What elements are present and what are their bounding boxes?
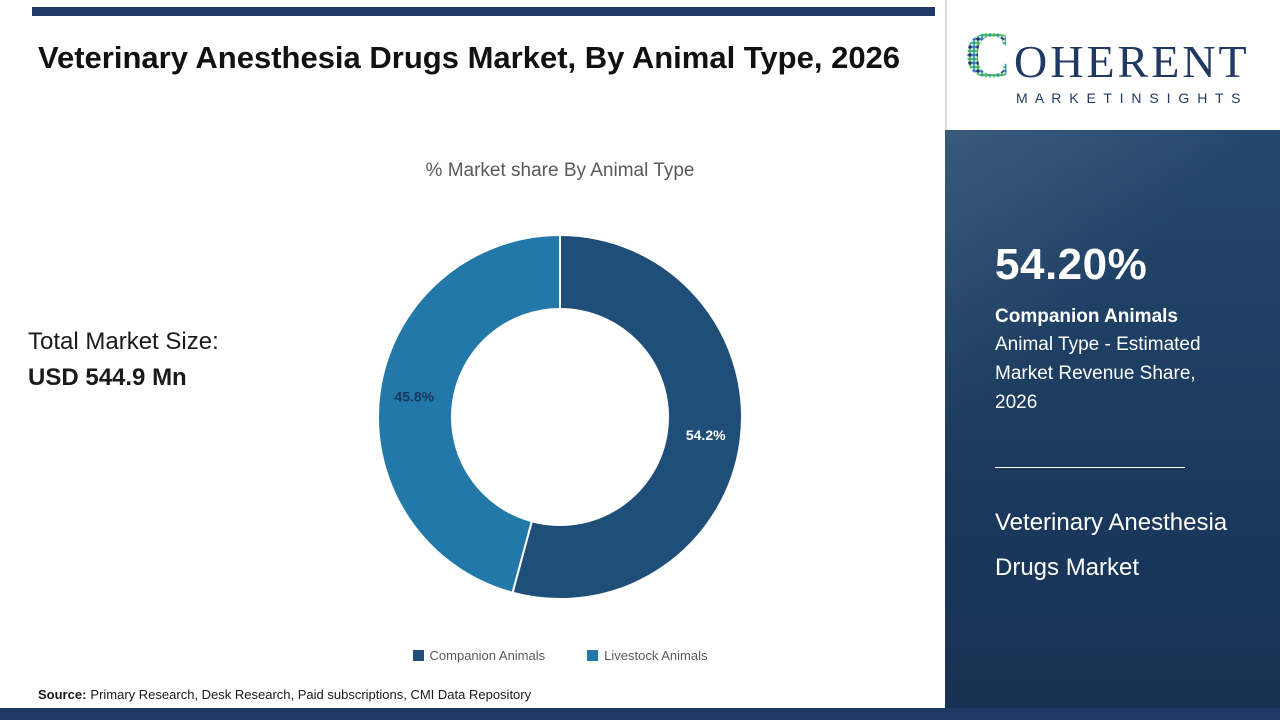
total-market-size-block: Total Market Size: USD 544.9 Mn bbox=[28, 328, 219, 392]
source-note: Source: Primary Research, Desk Research, … bbox=[38, 687, 531, 702]
brand-logo-area: C OHERENT M A R K E T I N S I G H T S bbox=[945, 0, 1280, 130]
donut-slice-0 bbox=[511, 233, 743, 600]
legend-swatch-icon bbox=[587, 650, 599, 661]
source-text: Primary Research, Desk Research, Paid su… bbox=[90, 687, 532, 702]
highlight-sidebar: 54.20% Companion Animals Animal Type - E… bbox=[945, 130, 1280, 720]
donut-slice-1 bbox=[377, 233, 561, 594]
bottom-accent-bar bbox=[0, 708, 1280, 720]
donut-chart-svg: 54.2% 45.8% bbox=[377, 233, 743, 600]
source-label: Source: bbox=[38, 687, 87, 702]
logo-wordmark: OHERENT bbox=[1014, 36, 1250, 87]
coherent-logo: C OHERENT M A R K E T I N S I G H T S bbox=[964, 19, 1250, 106]
page-title: Veterinary Anesthesia Drugs Market, By A… bbox=[38, 40, 901, 75]
donut-chart: 54.2% 45.8% bbox=[375, 232, 745, 602]
chart-legend: Companion Animals Livestock Animals bbox=[200, 648, 920, 663]
legend-item-0: Companion Animals bbox=[412, 648, 546, 663]
total-market-size-value: USD 544.9 Mn bbox=[28, 364, 187, 391]
highlight-segment-name: Companion Animals bbox=[995, 306, 1178, 327]
highlight-description: Animal Type - Estimated Market Revenue S… bbox=[995, 334, 1201, 413]
total-market-size-label: Total Market Size: bbox=[28, 328, 219, 355]
top-accent-bar bbox=[32, 7, 935, 16]
logo-tagline: M A R K E T I N S I G H T S bbox=[1016, 90, 1242, 106]
highlight-percentage: 54.20% bbox=[995, 240, 1148, 289]
legend-item-1: Livestock Animals bbox=[587, 648, 707, 663]
sidebar-divider bbox=[995, 467, 1185, 468]
legend-label: Livestock Animals bbox=[604, 648, 708, 663]
market-name: Veterinary Anesthesia Drugs Market bbox=[995, 509, 1228, 581]
legend-swatch-icon bbox=[412, 650, 424, 661]
chart-title: % Market share By Animal Type bbox=[425, 160, 695, 181]
legend-label: Companion Animals bbox=[429, 648, 546, 663]
donut-value-label-1: 45.8% bbox=[394, 388, 434, 404]
donut-value-label-0: 54.2% bbox=[686, 427, 726, 443]
logo-c-glyph: C bbox=[964, 19, 1012, 92]
